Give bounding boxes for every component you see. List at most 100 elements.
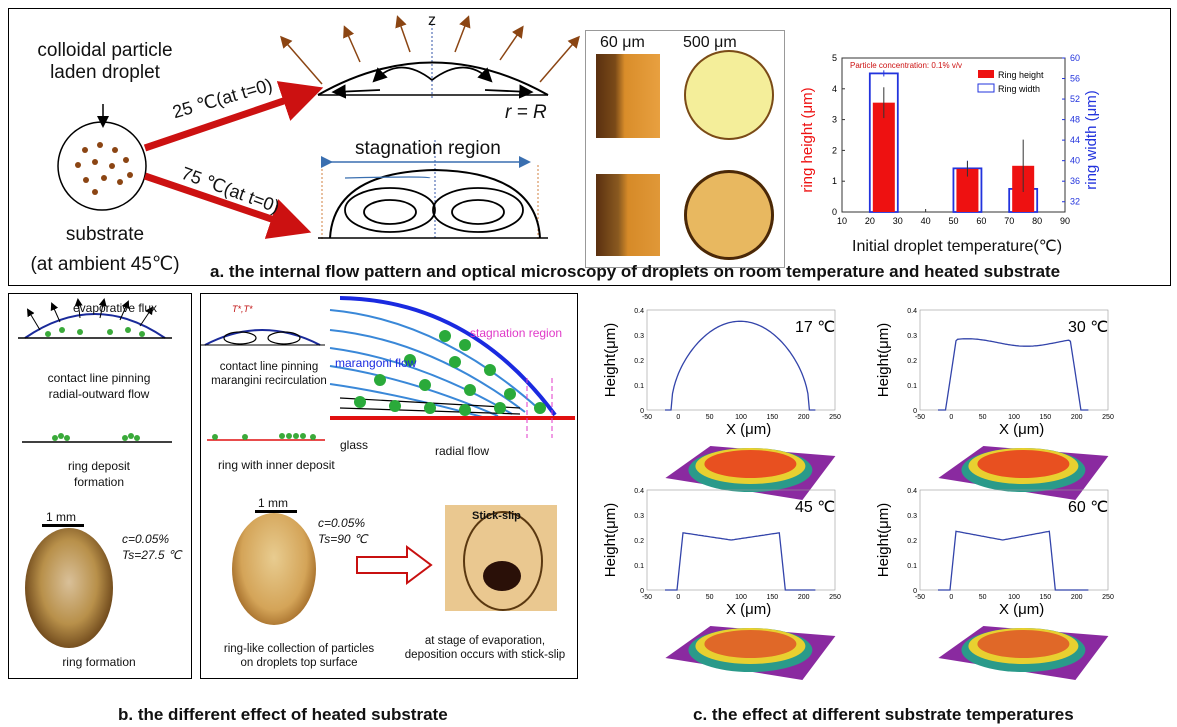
x-tick-label: 80 [1032,216,1042,226]
hollow-arrow [356,545,433,585]
x-tick-label: 100 [735,594,747,601]
legend-width-swatch [977,83,995,93]
x-tick-label: 0 [676,594,680,601]
y-tick-label: 2 [832,145,837,155]
plot-frame [919,309,1109,411]
height-profile-line [938,530,1089,591]
plot-frame [646,489,836,591]
pinning-label: contact line pinning radial-outward flow [14,370,184,402]
ts-a: Ts=27.5 ℃ [122,548,182,562]
caption-b: b. the different effect of heated substr… [118,705,448,724]
x-tick-label: 30 [893,216,903,226]
x-tick-label: 50 [706,414,714,421]
temperature-label: 45 ℃ [795,499,835,516]
ring-deposit-line1: ring deposit [67,459,131,473]
temp-sym: T*,T* [232,304,253,314]
y-tick-label: 0 [913,408,917,415]
marangini-label: contact line pinning marangini recircula… [204,360,334,388]
y-tick-label: 0.3 [907,513,917,520]
y-axis-label: ring height (μm) [799,87,816,192]
height-profile-line [665,320,816,411]
ring-deposit-label: ring deposit formation [14,458,184,490]
scale-bar-a [42,524,84,527]
y-tick-label: 5 [832,53,837,63]
y-axis-label: Height(μm) [875,503,892,578]
x-tick-label: 50 [979,594,987,601]
stick-slip-label: Stick-slip [472,510,521,522]
legend-width-label: Ring width [998,84,1040,94]
y-tick-label: 0 [913,588,917,595]
ring-like-line1: ring-like collection of particles [223,643,375,655]
micrograph-droplet-75 [684,170,774,260]
x-tick-label: 50 [948,216,958,226]
x-tick-label: 40 [921,216,931,226]
ring-like-line2: on droplets top surface [240,657,358,669]
y-tick-label: 0.2 [634,538,644,545]
stage-line2: deposition occurs with stick-slip [404,649,566,661]
x-tick-label: 60 [976,216,986,226]
x-tick-label: 200 [1071,594,1083,601]
y-tick-label: 4 [832,84,837,94]
x-tick-label: 0 [676,414,680,421]
x-tick-label: 0 [949,414,953,421]
ring-inner-label: ring with inner deposit [218,458,335,472]
y2-tick-label: 40 [1070,156,1080,166]
ts-b: Ts=90 ℃ [318,532,368,546]
x-tick-label: 250 [829,414,841,421]
caption-a: a. the internal flow pattern and optical… [210,262,1061,281]
pinning-line2: radial-outward flow [48,387,150,401]
panel-b-schematic [18,296,575,443]
x-tick-label: 200 [798,594,810,601]
marangoni-flow-label: marangoni flow [335,356,417,370]
chart-xlabel: Initial droplet temperature(℃) [852,238,1063,255]
y-tick-label: 0.2 [634,358,644,365]
x-tick-label: 150 [1039,594,1051,601]
y-tick-label: 0 [832,207,837,217]
stick-slip-photo [445,505,557,611]
droplet-circle [57,121,147,211]
y-tick-label: 0.4 [907,488,917,495]
deposit-top [704,450,797,478]
x-tick-label: 150 [766,594,778,601]
x-tick-label: 90 [1060,216,1070,226]
plot-frame [919,489,1109,591]
y2-tick-label: 60 [1070,53,1080,63]
y2-tick-label: 32 [1070,197,1080,207]
y-tick-label: 0.3 [634,513,644,520]
x-axis-label: X (μm) [726,601,771,618]
micrograph-droplet-25 [684,50,774,140]
scale-500: 500 μm [683,34,737,51]
x-tick-label: 100 [735,414,747,421]
x-tick-label: -50 [642,594,652,601]
y-tick-label: 0.2 [907,538,917,545]
pinning-line1: contact line pinning [47,371,151,385]
panel-b-left-box [8,293,192,679]
scale-1mm-a: 1 mm [46,510,76,524]
x-tick-label: 200 [798,414,810,421]
y-tick-label: 0.4 [634,308,644,315]
y-axis-label: Height(μm) [875,323,892,398]
ring-like-label: ring-like collection of particles on dro… [214,642,384,670]
x-axis-label: X (μm) [999,601,1044,618]
y-tick-label: 3 [832,115,837,125]
y-tick-label: 0.4 [634,488,644,495]
particles [75,142,133,195]
deposit-top [704,630,797,658]
x-tick-label: 10 [837,216,847,226]
y-tick-label: 0 [640,408,644,415]
droplet-label: colloidal particle laden droplet [20,40,190,84]
legend-height-swatch [978,70,994,78]
micrograph-edge-75 [596,174,660,256]
x-tick-label: 70 [1004,216,1014,226]
z-label: z [428,12,436,29]
y2-tick-label: 52 [1070,94,1080,104]
y2-tick-label: 56 [1070,74,1080,84]
ring-height-bar [956,168,979,212]
ring-formation-photo [25,528,113,648]
plot-frame [646,309,836,411]
stage-label: at stage of evaporation, deposition occu… [395,634,575,662]
y-tick-label: 0.2 [907,358,917,365]
